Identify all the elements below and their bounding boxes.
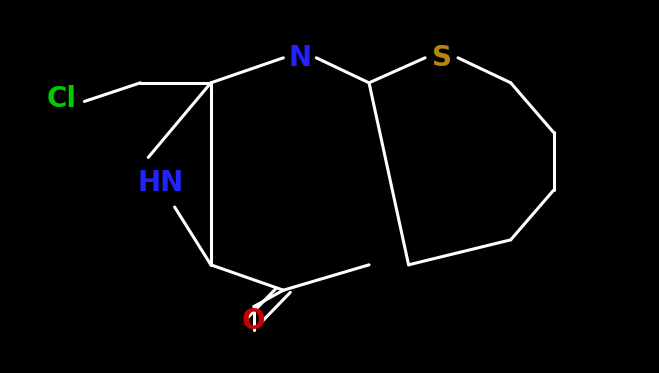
Text: N: N <box>288 44 312 72</box>
Text: S: S <box>432 44 451 72</box>
Text: Cl: Cl <box>46 85 76 113</box>
Text: HN: HN <box>137 169 183 197</box>
Text: O: O <box>242 307 266 335</box>
